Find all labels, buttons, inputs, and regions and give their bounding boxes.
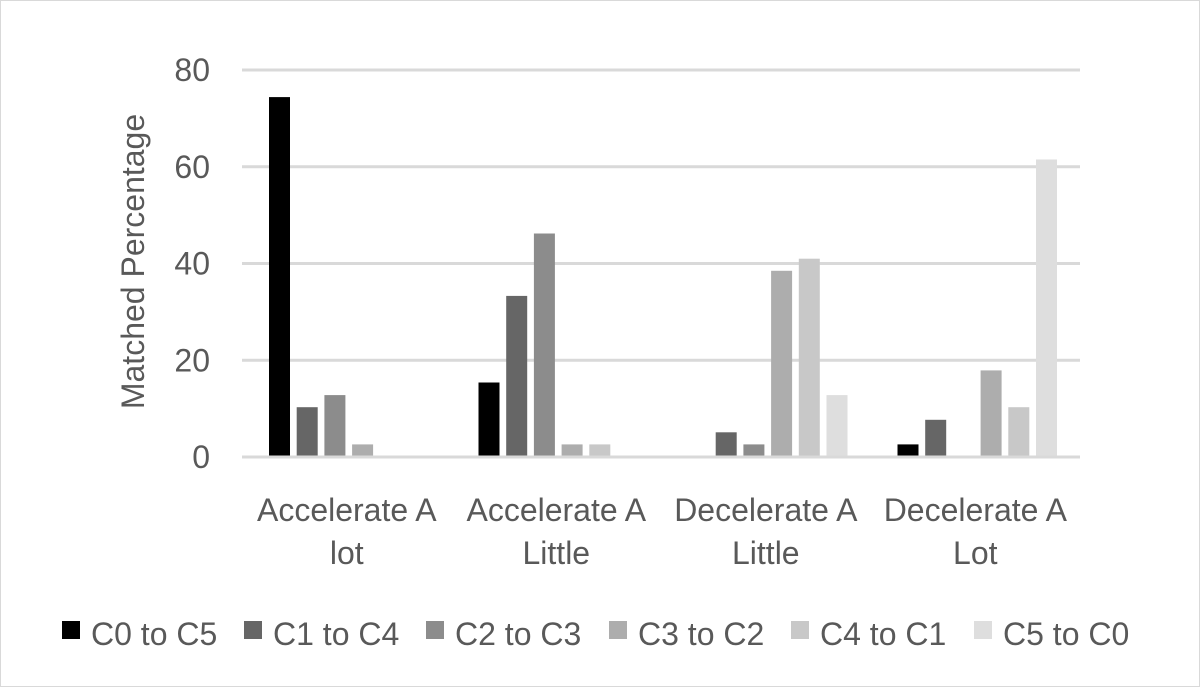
- legend-swatch-3: [426, 621, 444, 639]
- bar-c1-to-c4-cat3: [715, 432, 737, 457]
- bar-c5-to-c0-cat4: [1036, 159, 1057, 457]
- y-tick-label-40: 40: [174, 246, 210, 282]
- bar-c0-to-c5-cat1: [269, 97, 290, 457]
- legend-label-3: C2 to C3: [455, 616, 581, 652]
- bar-c4-to-c1-cat3: [798, 258, 820, 457]
- bar-c0-to-c5-cat4: [897, 444, 919, 457]
- legend-label-2: C1 to C4: [273, 616, 399, 652]
- legend-label-1: C0 to C5: [91, 616, 217, 652]
- bar-c1-to-c4-cat1: [296, 407, 318, 457]
- bar-c1-to-c4-cat2: [506, 295, 528, 457]
- bar-c5-to-c0-cat3: [826, 395, 848, 457]
- legend-swatch-6: [974, 621, 992, 639]
- legend-label-5: C4 to C1: [820, 616, 946, 652]
- x-tick-label-2-line2: Little: [523, 535, 591, 571]
- bar-c3-to-c2-cat2: [561, 444, 583, 457]
- legend-label-6: C5 to C0: [1003, 616, 1129, 652]
- x-tick-label-1-line2: lot: [330, 535, 364, 571]
- y-tick-label-80: 80: [174, 52, 210, 88]
- bar-c1-to-c4-cat4: [925, 419, 947, 457]
- x-tick-label-1-line1: Accelerate A: [257, 492, 437, 528]
- bar-c4-to-c1-cat4: [1008, 407, 1030, 457]
- x-tick-label-4-line1: Decelerate A: [884, 492, 1068, 528]
- x-tick-label-3-line1: Decelerate A: [674, 492, 858, 528]
- bar-c2-to-c3-cat1: [324, 395, 346, 457]
- bar-c3-to-c2-cat4: [980, 370, 1002, 457]
- legend-swatch-5: [791, 621, 809, 639]
- y-tick-label-20: 20: [174, 342, 210, 378]
- y-tick-label-0: 0: [192, 439, 210, 475]
- bar-c0-to-c5-cat2: [478, 382, 500, 457]
- bar-c2-to-c3-cat3: [743, 444, 765, 457]
- bar-c3-to-c2-cat3: [771, 270, 793, 457]
- legend-label-4: C3 to C2: [638, 616, 764, 652]
- y-axis-title: Matched Percentage: [115, 114, 151, 409]
- legend-swatch-1: [62, 621, 80, 639]
- bar-c2-to-c3-cat2: [533, 233, 555, 457]
- legend-swatch-2: [244, 621, 262, 639]
- bar-c4-to-c1-cat2: [589, 444, 611, 457]
- bar-c3-to-c2-cat1: [352, 444, 374, 457]
- legend-swatch-4: [609, 621, 627, 639]
- x-tick-label-4-line2: Lot: [953, 535, 998, 571]
- x-tick-label-2-line1: Accelerate A: [466, 492, 646, 528]
- y-tick-label-60: 60: [174, 149, 210, 185]
- x-tick-label-3-line2: Little: [732, 535, 800, 571]
